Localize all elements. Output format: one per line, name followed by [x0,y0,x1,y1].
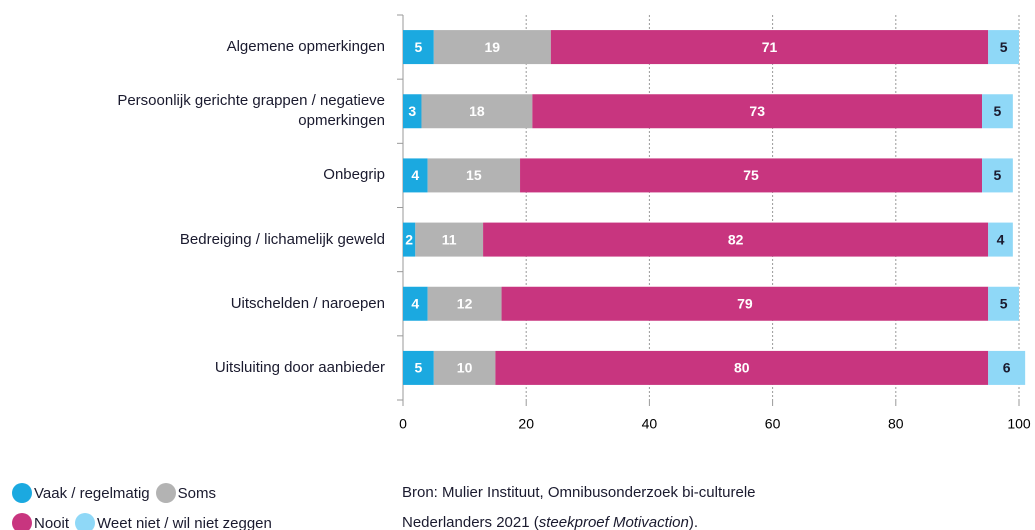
value-label: 15 [466,167,482,183]
category-label: Uitschelden / naroepen [230,294,385,312]
category-label: Persoonlijk gerichte grappen / negatieve… [117,92,385,130]
bar-segment [532,94,983,129]
x-tick-label: 0 [399,416,407,432]
source: Bron: Mulier Instituut, Omnibusonderzoek… [402,478,756,530]
value-label: 5 [994,103,1002,119]
bar-segment [421,94,533,129]
legend-item: Nooit [12,513,69,530]
bar-segment [982,94,1013,129]
value-label: 82 [728,231,744,247]
source-line: Bron: Mulier Instituut, Omnibusonderzoek… [402,478,756,508]
bar-segment [483,222,989,257]
value-label: 75 [743,167,759,183]
value-label: 71 [762,39,778,55]
bar-segment [403,158,428,193]
bar-segment [433,30,551,65]
value-label: 4 [997,231,1005,247]
bar-segment [403,30,434,65]
bar-segment [988,30,1019,65]
category-label: Algemene opmerkingen [226,38,385,56]
category-label: Uitsluiting door aanbieder [214,358,385,376]
bar-segment [988,350,1026,385]
legend-row: Vaak / regelmatig Soms [12,478,278,508]
x-tick-label: 100 [1007,416,1031,432]
legend-label: Vaak / regelmatig [34,484,150,502]
plot: 0 20 40 60 80 100 5 19 71 5 3 18 73 5 4 15 75 5 2 11 82 4 4 12 7… [397,14,1031,432]
x-tick-label: 20 [518,416,534,432]
category-label: Onbegrip [323,166,385,184]
value-label: 3 [408,103,416,119]
legend-item: Vaak / regelmatig [12,483,150,503]
value-label: 5 [1000,295,1008,311]
value-label: 12 [457,295,473,311]
bar-segment [427,158,521,193]
legend-item: Weet niet / wil niet zeggen [75,513,272,530]
value-label: 19 [485,39,501,55]
legend: Vaak / regelmatig Soms Nooit Weet niet / wi… [12,478,278,530]
x-tick-label: 60 [765,416,781,432]
legend-label: Nooit [34,514,70,530]
bar-segment [427,286,502,321]
category-label: Bedreiging / lichamelijk geweld [179,230,385,248]
bar-segment [988,286,1019,321]
bar-segment [403,94,422,129]
legend-label: Soms [177,484,216,502]
value-label: 4 [411,295,419,311]
value-label: 6 [1003,360,1011,376]
bar-segment [988,222,1013,257]
value-label: 80 [734,360,750,376]
source-text: Nederlanders 2021 ( [402,514,539,530]
bar-segment [403,286,428,321]
value-label: 73 [749,103,765,119]
x-tick-label: 80 [888,416,904,432]
bar-segment [520,158,983,193]
bar-segment [982,158,1013,193]
legend-item: Soms [155,483,216,503]
source-text: ). [688,514,699,530]
value-label: 18 [469,103,485,119]
legend-label: Weet niet / wil niet zeggen [97,514,272,530]
value-label: 4 [411,167,419,183]
value-label: 5 [994,167,1002,183]
value-label: 5 [1000,39,1008,55]
legend-row: Nooit Weet niet / wil niet zeggen [12,508,278,530]
source-line: Nederlanders 2021 (steekproef Motivactio… [402,508,756,530]
legend-swatch [12,483,32,503]
value-label: 10 [457,360,473,376]
value-label: 2 [405,231,413,247]
x-tick-label: 40 [642,416,658,432]
legend-swatch [12,513,32,530]
legend-swatch [75,513,96,530]
bar-segment [403,222,416,257]
source-text: Bron: Mulier Instituut, Omnibusonderzoek… [402,484,756,501]
value-label: 11 [442,231,457,247]
bar-segment [501,286,989,321]
value-label: 5 [415,39,423,55]
value-label: 79 [737,295,753,311]
bar-segment [415,222,484,257]
bar-segment [550,30,989,65]
bar-segment [495,350,989,385]
source-text: steekproef Motivaction [538,514,689,530]
bar-segment [403,350,434,385]
legend-swatch [155,483,176,503]
value-label: 5 [415,360,423,376]
bar-segment [433,350,496,385]
